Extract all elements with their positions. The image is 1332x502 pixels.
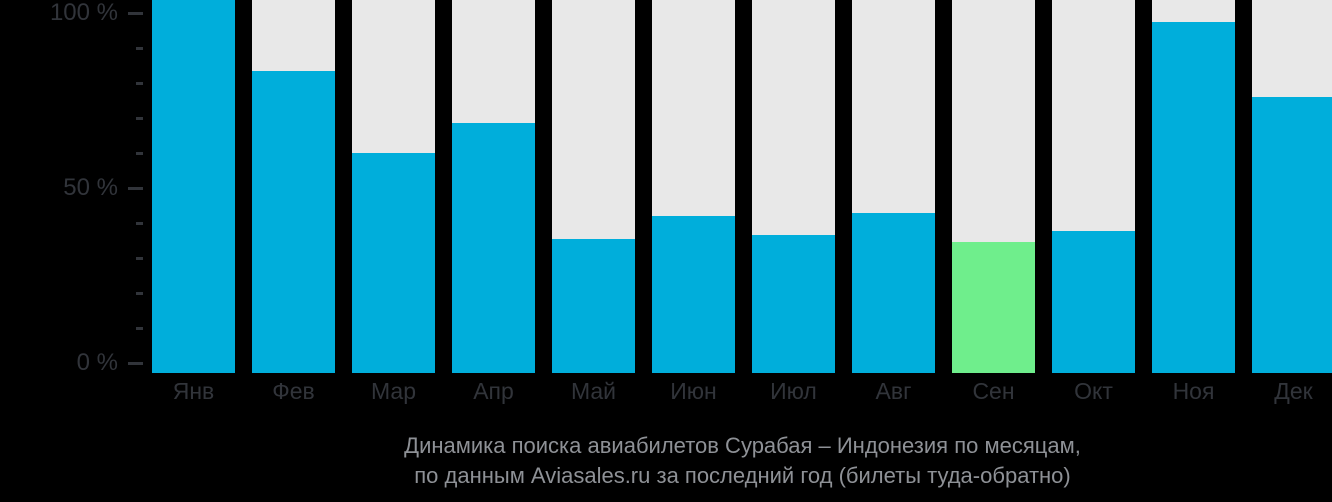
- bar-column-jan: [152, 0, 235, 373]
- x-axis-label-jul: Июл: [770, 378, 817, 404]
- y-axis-tick-label: 50 %: [63, 174, 118, 201]
- bar-column-may: [552, 0, 635, 373]
- y-axis-minor-tick: [136, 82, 143, 85]
- bar-fill-apr: [452, 123, 535, 373]
- bar-column-feb: [252, 0, 335, 373]
- x-axis-label-dec: Дек: [1274, 378, 1313, 404]
- bar-fill-nov: [1152, 22, 1235, 373]
- bar-column-oct: [1052, 0, 1135, 373]
- x-axis-label-apr: Апр: [473, 378, 514, 404]
- y-axis-minor-tick: [136, 117, 143, 120]
- bar-column-sep: [952, 0, 1035, 373]
- y-axis-minor-tick: [136, 152, 143, 155]
- bar-fill-jun: [652, 216, 735, 373]
- plot-area: [152, 0, 1332, 373]
- chart-title: Динамика поиска авиабилетов Сурабая – Ин…: [404, 433, 1081, 458]
- bar-fill-aug: [852, 213, 935, 373]
- x-axis-label-jun: Июн: [670, 378, 717, 404]
- y-axis-minor-tick: [136, 47, 143, 50]
- y-axis-minor-tick: [136, 327, 143, 330]
- bar-fill-dec: [1252, 97, 1332, 373]
- bar-fill-jan: [152, 0, 235, 373]
- bar-column-jun: [652, 0, 735, 373]
- bar-column-mar: [352, 0, 435, 373]
- x-axis-label-mar: Мар: [370, 378, 416, 404]
- bar-column-aug: [852, 0, 935, 373]
- bar-fill-mar: [352, 153, 435, 373]
- bar-column-jul: [752, 0, 835, 373]
- chart-subtitle: по данным Aviasales.ru за последний год …: [414, 463, 1071, 488]
- bar-column-nov: [1152, 0, 1235, 373]
- x-axis-label-oct: Окт: [1074, 378, 1113, 404]
- y-axis-major-tick: [128, 187, 143, 190]
- y-axis-major-tick: [128, 362, 143, 365]
- x-axis-label-may: Май: [570, 378, 617, 404]
- x-axis-label-sep: Сен: [972, 378, 1015, 404]
- y-axis-major-tick: [128, 12, 143, 15]
- bar-fill-feb: [252, 71, 335, 373]
- bar-fill-jul: [752, 235, 835, 373]
- y-axis-tick-label: 0 %: [76, 349, 118, 376]
- bar-fill-may: [552, 239, 635, 373]
- bar-fill-sep: [952, 242, 1035, 373]
- bar-fill-oct: [1052, 231, 1135, 373]
- bar-column-dec: [1252, 0, 1332, 373]
- x-axis-label-feb: Фев: [272, 378, 315, 404]
- x-axis-label-nov: Ноя: [1172, 378, 1215, 404]
- x-axis-label-aug: Авг: [875, 378, 912, 404]
- y-axis-tick-label: 100 %: [49, 0, 118, 26]
- x-axis-label-jan: Янв: [172, 378, 215, 404]
- y-axis-minor-tick: [136, 222, 143, 225]
- bar-column-apr: [452, 0, 535, 373]
- y-axis-minor-tick: [136, 292, 143, 295]
- y-axis-minor-tick: [136, 257, 143, 260]
